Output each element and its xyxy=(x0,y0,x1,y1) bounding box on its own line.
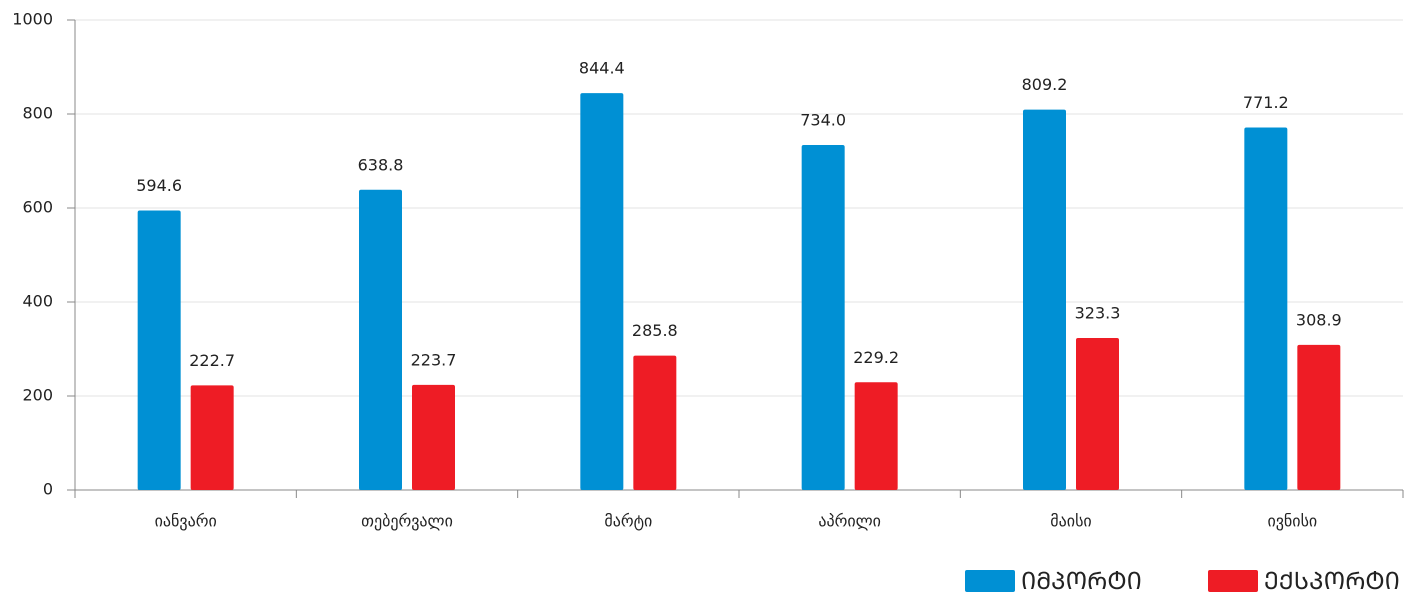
x-tick-label: თებერვალი xyxy=(361,512,453,531)
value-label: 323.3 xyxy=(1075,304,1121,323)
legend-swatch xyxy=(965,570,1015,592)
bar xyxy=(1076,338,1119,490)
bar xyxy=(854,382,898,490)
value-label: 229.2 xyxy=(853,348,899,367)
x-tick-label: იანვარი xyxy=(155,512,217,531)
bar xyxy=(633,355,677,490)
x-tick-label: მაისი xyxy=(1050,512,1091,531)
value-label: 285.8 xyxy=(632,321,678,340)
bar xyxy=(190,385,234,490)
bar xyxy=(580,93,624,490)
y-tick-label: 200 xyxy=(22,386,53,405)
y-tick-label: 400 xyxy=(22,292,53,311)
value-label: 844.4 xyxy=(579,59,625,78)
value-label: 809.2 xyxy=(1022,75,1068,94)
value-label: 594.6 xyxy=(136,176,182,195)
value-label: 222.7 xyxy=(189,351,235,370)
bar xyxy=(801,145,845,490)
value-label: 638.8 xyxy=(358,155,404,174)
y-tick-label: 1000 xyxy=(12,10,53,29)
bar xyxy=(359,189,402,490)
y-tick-label: 800 xyxy=(22,104,53,123)
value-label: 223.7 xyxy=(411,350,457,369)
value-label: 771.2 xyxy=(1243,93,1289,112)
legend-text: ᲔᲥᲡᲞᲝᲠᲢᲘ xyxy=(1264,567,1400,595)
bar xyxy=(137,210,181,490)
y-tick-label: 0 xyxy=(43,480,53,499)
bar xyxy=(1297,344,1341,490)
bar xyxy=(1023,109,1066,491)
bar xyxy=(412,384,455,490)
legend-text: ᲘᲛᲞᲝᲠᲢᲘ xyxy=(1021,567,1142,595)
bar xyxy=(1244,127,1288,490)
value-label: 308.9 xyxy=(1296,310,1342,329)
x-tick-label: აპრილი xyxy=(818,512,881,531)
x-tick-label: მარტი xyxy=(604,512,652,531)
x-tick-label: ივნისი xyxy=(1267,512,1317,531)
legend-swatch xyxy=(1208,570,1258,592)
value-label: 734.0 xyxy=(800,111,846,130)
y-tick-label: 600 xyxy=(22,198,53,217)
